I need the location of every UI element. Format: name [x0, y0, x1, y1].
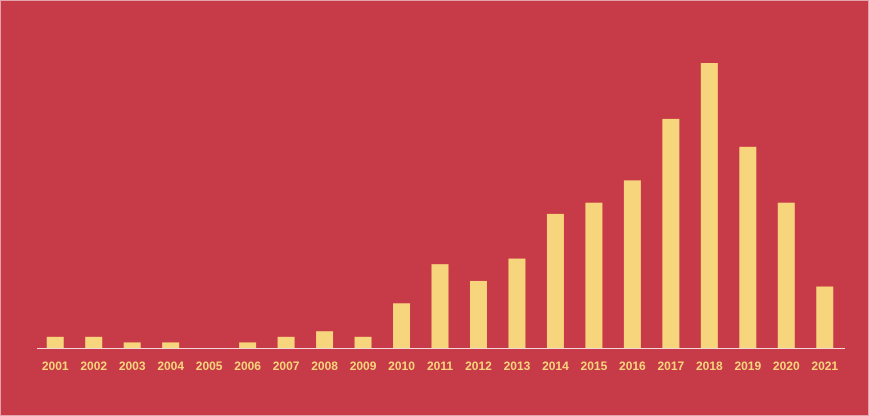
x-tick-label: 2001 [42, 359, 69, 373]
bar [162, 342, 180, 348]
bar [700, 63, 718, 348]
bar [239, 342, 257, 348]
x-tick-label: 2006 [234, 359, 261, 373]
x-tick-label: 2010 [388, 359, 415, 373]
bar [123, 342, 141, 348]
bar [277, 336, 295, 348]
bar [585, 202, 603, 348]
bar [316, 331, 334, 348]
x-tick-label: 2016 [619, 359, 646, 373]
x-tick-label: 2007 [273, 359, 300, 373]
bar [354, 336, 372, 348]
x-tick-label: 2014 [542, 359, 569, 373]
bar [469, 280, 487, 348]
x-tick-label: 2020 [773, 359, 800, 373]
bar [546, 213, 564, 348]
bar [431, 264, 449, 348]
x-tick-label: 2002 [80, 359, 107, 373]
bar [393, 303, 411, 348]
bar [777, 202, 795, 348]
x-tick-label: 2021 [811, 359, 838, 373]
x-tick-label: 2008 [311, 359, 338, 373]
x-tick-label: 2013 [504, 359, 531, 373]
x-tick-label: 2017 [658, 359, 685, 373]
bar [662, 118, 680, 348]
x-tick-label: 2015 [581, 359, 608, 373]
bar [85, 336, 103, 348]
x-tick-label: 2011 [427, 359, 453, 373]
x-tick-label: 2005 [196, 359, 223, 373]
x-tick-label: 2009 [350, 359, 377, 373]
x-tick-label: 2003 [119, 359, 146, 373]
bar [739, 146, 757, 348]
bar [816, 286, 834, 348]
x-tick-label: 2019 [734, 359, 761, 373]
x-tick-label: 2018 [696, 359, 723, 373]
bar [46, 336, 64, 348]
bar [508, 258, 526, 348]
bar [623, 180, 641, 348]
x-tick-label: 2004 [157, 359, 184, 373]
x-tick-label: 2012 [465, 359, 492, 373]
